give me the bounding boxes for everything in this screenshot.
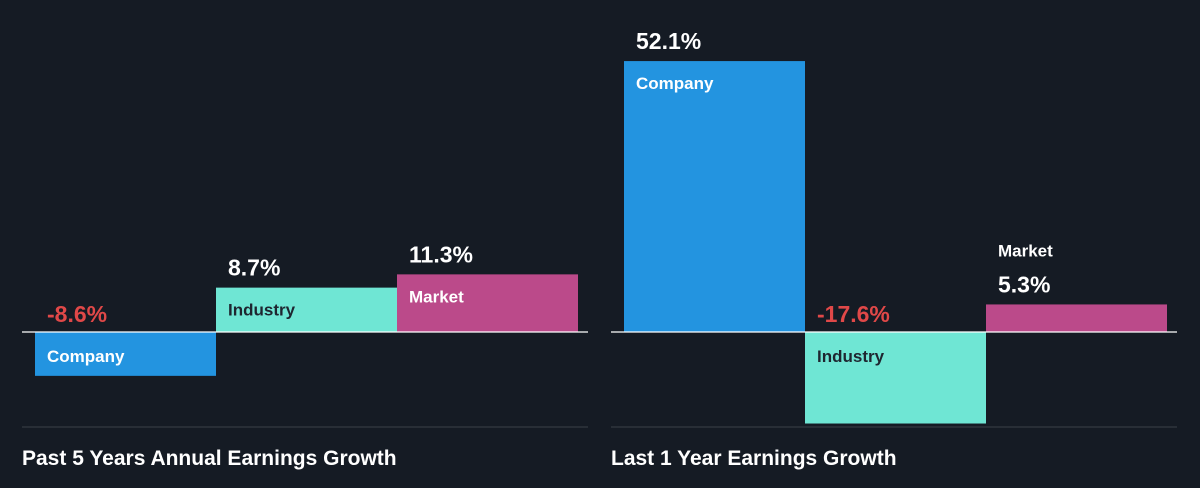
industry-value-label: 8.7% — [228, 255, 280, 281]
company-bar — [35, 332, 216, 376]
market-value-label: 11.3% — [409, 241, 473, 267]
company-value-label: 52.1% — [636, 28, 701, 54]
market-bar-label: Market — [409, 287, 464, 306]
industry-bar — [216, 287, 397, 332]
company-value-label: -8.6% — [47, 301, 107, 327]
market-bar — [986, 304, 1167, 332]
industry-bar-label: Industry — [228, 301, 296, 320]
company-bar-label: Company — [636, 74, 714, 93]
company-bar — [624, 61, 805, 333]
industry-value-label: -17.6% — [817, 301, 890, 327]
market-bar — [397, 274, 578, 332]
chart-title: Last 1 Year Earnings Growth — [611, 447, 897, 470]
chart-title: Past 5 Years Annual Earnings Growth — [22, 447, 397, 470]
panel-last-1-year: Company 52.1% Industry -17.6% Market 5.3% Last… — [611, 28, 1177, 470]
industry-bar — [805, 332, 986, 424]
market-bar-label: Market — [998, 241, 1053, 260]
market-value-label: 5.3% — [998, 271, 1050, 297]
industry-bar-label: Industry — [817, 347, 885, 366]
company-bar-label: Company — [47, 347, 125, 366]
panel-past-5-years: Company -8.6% Industry 8.7% Market 11.3% Past … — [22, 241, 588, 470]
